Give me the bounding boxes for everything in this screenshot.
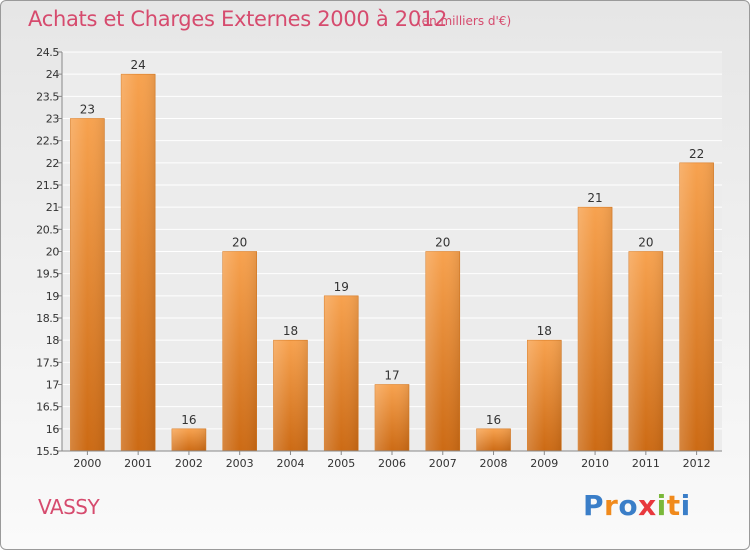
x-tick-label: 2006 (378, 457, 406, 470)
bar-shading (222, 251, 257, 451)
data-label: 16 (181, 413, 196, 427)
y-tick-label: 23.5 (36, 90, 59, 103)
y-tick-label: 16 (46, 423, 60, 436)
data-label: 18 (537, 324, 552, 338)
y-tick-label: 24.5 (36, 46, 59, 59)
chart-title: Achats et Charges Externes 2000 à 2012 (28, 7, 448, 31)
x-tick-label: 2008 (480, 457, 508, 470)
data-label: 19 (334, 280, 349, 294)
bar-shading (121, 74, 156, 452)
logo-letter: t (666, 489, 681, 522)
x-tick-label: 2012 (683, 457, 711, 470)
y-tick-label: 21 (46, 201, 59, 214)
x-tick-label: 2000 (73, 457, 101, 470)
x-tick-label: 2005 (327, 457, 355, 470)
proxiti-logo: Proxiti (583, 489, 691, 522)
data-label: 20 (435, 236, 450, 250)
data-label: 20 (232, 236, 247, 250)
y-tick-label: 19.5 (36, 268, 59, 281)
x-tick-label: 2007 (429, 457, 457, 470)
y-tick-label: 22 (46, 157, 59, 170)
data-label: 24 (131, 58, 146, 72)
y-tick-label: 24 (46, 68, 60, 81)
bar-shading (425, 251, 460, 451)
logo-letter: P (583, 489, 605, 522)
x-tick-label: 2003 (226, 457, 254, 470)
y-tick-label: 19 (46, 290, 60, 303)
bar-shading (273, 340, 308, 451)
x-tick-label: 2002 (175, 457, 203, 470)
bar-shading (476, 428, 511, 451)
logo-letter: r (604, 489, 619, 522)
bar-shading (171, 428, 206, 451)
x-tick-label: 2010 (581, 457, 609, 470)
bar-shading (70, 118, 105, 451)
y-tick-label: 18 (46, 334, 60, 347)
bar-shading (679, 162, 714, 452)
bar-shading (527, 340, 562, 451)
y-tick-label: 16.5 (36, 401, 59, 414)
data-label: 23 (80, 103, 95, 117)
bar-shading (628, 251, 663, 451)
y-tick-label: 15.5 (36, 445, 59, 458)
y-tick-label: 21.5 (36, 179, 59, 192)
bar-shading (578, 207, 613, 451)
data-label: 20 (638, 236, 653, 250)
logo-letter: i (680, 489, 691, 522)
logo-letter: x (638, 489, 657, 522)
data-label: 18 (283, 324, 298, 338)
y-tick-label: 23 (46, 113, 60, 126)
bar-shading (375, 384, 409, 451)
y-tick-label: 17 (46, 379, 60, 392)
chart-subtitle: (en milliers d'€) (417, 14, 512, 28)
x-tick-label: 2001 (124, 457, 152, 470)
y-tick-label: 17.5 (36, 356, 59, 369)
y-tick-label: 20 (46, 246, 60, 259)
y-tick-label: 18.5 (36, 312, 59, 325)
logo-letter: i (656, 489, 667, 522)
x-tick-label: 2011 (632, 457, 660, 470)
x-tick-label: 2004 (276, 457, 304, 470)
x-tick-label: 2009 (530, 457, 558, 470)
data-label: 22 (689, 147, 704, 161)
data-label: 21 (587, 191, 602, 205)
logo-letter: o (618, 489, 639, 522)
bar-shading (324, 295, 359, 451)
y-tick-label: 20.5 (36, 223, 59, 236)
data-label: 16 (486, 413, 501, 427)
location-label: VASSY (38, 495, 100, 519)
data-label: 17 (384, 369, 399, 383)
y-tick-label: 22.5 (36, 135, 59, 148)
